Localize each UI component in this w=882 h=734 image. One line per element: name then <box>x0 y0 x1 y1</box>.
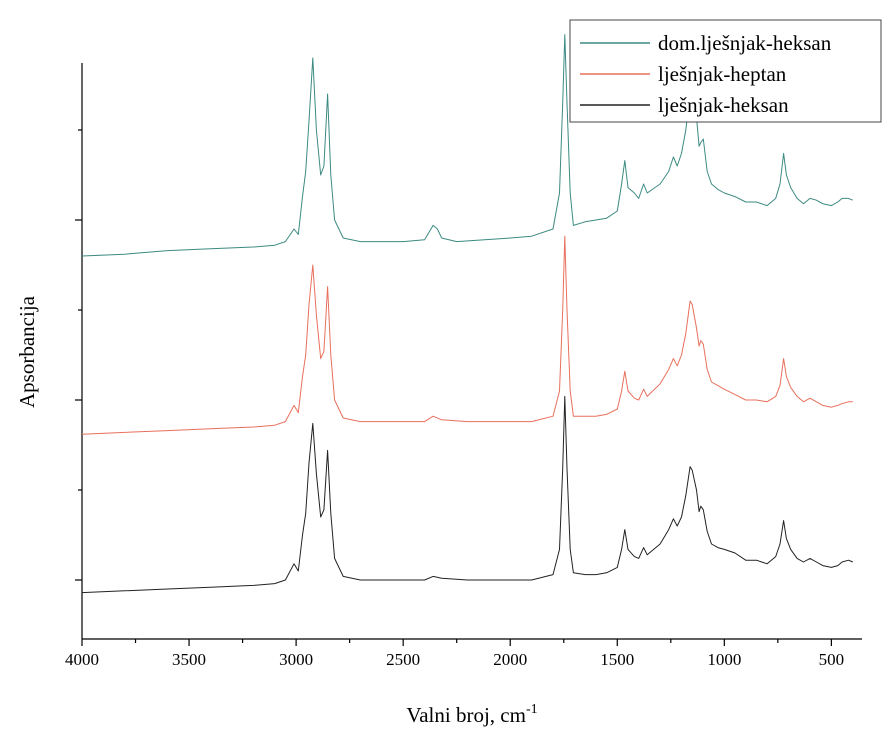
x-axis-ticks: 4000 3500 3000 2500 2000 1500 1000 500 <box>65 639 844 669</box>
x-tick-label: 500 <box>819 650 845 669</box>
x-tick-label: 3500 <box>172 650 206 669</box>
x-tick-label: 2000 <box>493 650 527 669</box>
legend-label: lješnjak-heksan <box>658 93 789 117</box>
series-line-1 <box>81 34 853 257</box>
y-axis-title: Apsorbancija <box>15 295 39 408</box>
series-line-3 <box>81 395 853 594</box>
x-tick-label: 4000 <box>65 650 99 669</box>
x-tick-label: 3000 <box>279 650 313 669</box>
x-tick-label: 1000 <box>707 650 741 669</box>
plot-area: 4000 3500 3000 2500 2000 1500 1000 500 <box>65 34 862 669</box>
x-tick-label: 1500 <box>600 650 634 669</box>
x-axis-title: Valni broj, cm-1 <box>406 702 537 727</box>
series-lines <box>81 34 853 594</box>
legend-label: dom.lješnjak-heksan <box>658 31 832 55</box>
legend: dom.lješnjak-heksan lješnjak-heptan lješnj… <box>569 19 882 123</box>
x-tick-label: 2500 <box>386 650 420 669</box>
y-axis-ticks <box>75 129 82 581</box>
series-line-2 <box>81 235 853 435</box>
legend-label: lješnjak-heptan <box>658 62 787 86</box>
